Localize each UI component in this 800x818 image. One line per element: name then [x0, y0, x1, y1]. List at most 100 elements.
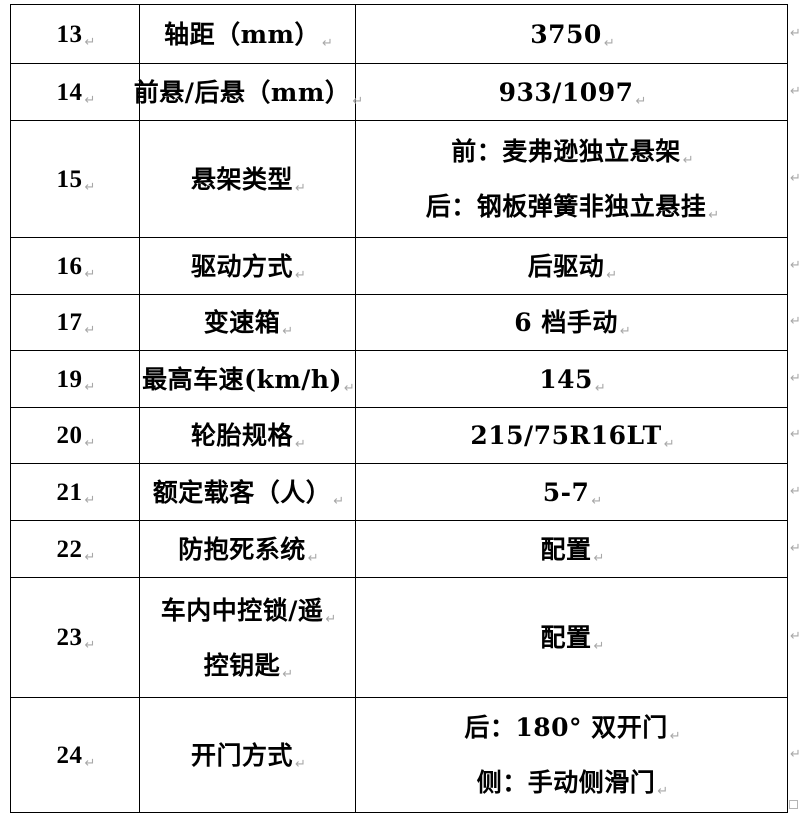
row-index-cell-text: 21: [56, 478, 83, 506]
row-index-cell-content: 17 ↵: [11, 310, 139, 337]
row-label-cell-line: 开门方式 ↵: [191, 743, 306, 771]
row-label-cell-line: 驱动方式 ↵: [191, 251, 306, 282]
row-value-cell-text: 933/1097: [498, 77, 634, 107]
row-label-cell-content: 最高车速(km/h) ↵: [140, 367, 355, 395]
row-index-cell-line: 20 ↵: [56, 422, 96, 450]
row-value-cell-line: 后：钢板弹簧非独立悬挂 ↵: [425, 192, 719, 222]
paragraph-mark-icon: ↵: [282, 324, 294, 339]
row-index-cell-content: 13 ↵: [11, 22, 139, 49]
table-row: 14 ↵ 前悬/后悬（mm） ↵ 933/1097 ↵: [10, 63, 788, 121]
row-label-cell-content: 前悬/后悬（mm） ↵: [134, 80, 363, 108]
row-label-cell: 前悬/后悬（mm） ↵: [134, 63, 363, 121]
row-label-cell-content: 轴距（mm） ↵: [140, 19, 355, 50]
row-label-cell: 额定载客（人） ↵: [139, 463, 356, 521]
paragraph-mark-icon: ↵: [84, 549, 96, 565]
row-index-cell-line: 21 ↵: [56, 478, 96, 508]
row-index-cell-line: 22 ↵: [57, 537, 96, 565]
row-index-cell: 23 ↵: [10, 577, 140, 698]
row-index-cell-text: 16: [56, 252, 83, 280]
row-value-cell: 6 档手动 ↵: [355, 294, 788, 351]
row-label-cell-text: 前悬/后悬（mm）: [133, 77, 351, 107]
table-resize-handle[interactable]: [789, 800, 798, 809]
row-value-cell: 后驱动 ↵: [355, 237, 788, 295]
row-label-cell: 悬架类型 ↵: [139, 120, 356, 238]
row-label-cell-text: 驱动方式: [191, 251, 294, 281]
margin-paragraph-mark-icon: ↵: [790, 25, 800, 41]
row-value-cell: 933/1097 ↵: [355, 63, 788, 121]
row-label-cell-line: 车内中控锁/遥 ↵: [160, 595, 337, 626]
row-value-cell-text: 后驱动: [527, 251, 605, 281]
row-index-cell: 19 ↵: [10, 350, 140, 408]
row-index-cell-content: 15 ↵: [11, 167, 139, 194]
paragraph-mark-icon: ↵: [606, 267, 618, 283]
row-value-cell: 145 ↵: [355, 350, 788, 408]
row-index-cell: 17 ↵: [10, 294, 140, 351]
row-value-cell: 配置 ↵: [355, 520, 788, 578]
vehicle-specification-table: 13 ↵ 轴距（mm） ↵ 3750 ↵ 14 ↵ 前悬/后悬（mm） ↵ 933/1097 ↵ 15 ↵…: [10, 4, 788, 813]
row-index-cell: 24 ↵: [10, 697, 140, 813]
row-value-cell: 3750 ↵: [355, 4, 788, 64]
margin-paragraph-mark-icon: ↵: [790, 427, 800, 442]
row-label-cell: 最高车速(km/h) ↵: [139, 350, 356, 408]
paragraph-mark-icon: ↵: [591, 493, 603, 509]
row-label-cell-text: 额定载客（人）: [152, 477, 332, 507]
row-label-cell-text: 轴距（mm）: [164, 19, 320, 49]
paragraph-mark-icon: ↵: [295, 437, 306, 452]
row-value-cell-line: 配置 ↵: [541, 537, 605, 565]
row-index-cell-line: 19 ↵: [57, 367, 96, 394]
row-index-cell-content: 16 ↵: [11, 252, 139, 281]
row-label-cell: 变速箱 ↵: [139, 294, 356, 351]
row-label-cell-content: 车内中控锁/遥 ↵ 控钥匙 ↵: [140, 595, 355, 681]
paragraph-mark-icon: ↵: [84, 755, 96, 771]
row-value-cell-content: 3750 ↵: [356, 22, 787, 50]
row-index-cell-line: 16 ↵: [56, 252, 96, 281]
row-value-cell-line: 933/1097 ↵: [498, 77, 647, 108]
row-value-cell-content: 后：180° 双开门 ↵ 侧：手动侧滑门 ↵: [356, 713, 787, 798]
paragraph-mark-icon: ↵: [343, 380, 355, 396]
paragraph-mark-icon: ↵: [594, 380, 606, 396]
row-label-cell-text: 车内中控锁/遥: [160, 595, 324, 625]
row-value-cell-line: 侧：手动侧滑门 ↵: [477, 770, 668, 798]
table-row: 22 ↵ 防抱死系统 ↵ 配置 ↵: [10, 520, 788, 578]
row-index-cell-content: 24 ↵: [11, 741, 139, 771]
row-index-cell-content: 22 ↵: [11, 537, 139, 565]
row-value-cell-text: 145: [539, 364, 593, 394]
row-index-cell-text: 20: [56, 422, 83, 449]
row-value-cell-content: 5-7 ↵: [356, 477, 787, 508]
paragraph-mark-icon: ↵: [295, 267, 306, 283]
paragraph-mark-icon: ↵: [307, 550, 319, 566]
row-value-cell: 前：麦弗逊独立悬架 ↵ 后：钢板弹簧非独立悬挂 ↵: [355, 120, 788, 238]
row-index-cell-line: 17 ↵: [57, 310, 96, 337]
margin-paragraph-mark-icon: ↵: [790, 629, 800, 644]
row-label-cell: 车内中控锁/遥 ↵ 控钥匙 ↵: [139, 577, 356, 698]
row-value-cell-content: 6 档手动 ↵: [356, 308, 787, 338]
row-value-cell-text: 6 档手动: [514, 308, 618, 337]
paragraph-mark-icon: ↵: [663, 437, 675, 452]
table-row: 20 ↵ 轮胎规格 ↵ 215/75R16LT ↵: [10, 407, 788, 464]
row-index-cell: 13 ↵: [10, 4, 140, 64]
row-label-cell-line: 前悬/后悬（mm） ↵: [133, 77, 363, 108]
paragraph-mark-icon: ↵: [84, 492, 96, 508]
row-value-cell: 配置 ↵: [355, 577, 788, 698]
margin-paragraph-mark-icon: ↵: [790, 540, 800, 556]
row-index-cell: 20 ↵: [10, 407, 140, 464]
row-index-cell-text: 24: [56, 741, 83, 769]
row-index-cell-content: 14 ↵: [11, 80, 139, 107]
margin-paragraph-mark-icon: ↵: [790, 746, 800, 762]
row-label-cell-text: 悬架类型: [191, 164, 294, 194]
row-label-cell: 开门方式 ↵: [139, 697, 356, 813]
paragraph-mark-icon: ↵: [282, 666, 294, 682]
row-value-cell-text: 后：钢板弹簧非独立悬挂: [425, 192, 707, 221]
margin-paragraph-marks: ↵ ↵ ↵ ↵ ↵ ↵ ↵ ↵ ↵ ↵ ↵: [790, 0, 800, 818]
row-label-cell-line: 最高车速(km/h) ↵: [142, 367, 355, 395]
row-value-cell-text: 后：180° 双开门: [464, 713, 668, 742]
row-value-cell-text: 配置: [540, 623, 592, 652]
paragraph-mark-icon: ↵: [325, 611, 337, 627]
row-value-cell-text: 5-7: [542, 477, 590, 507]
paragraph-mark-icon: ↵: [657, 784, 669, 799]
paragraph-mark-icon: ↵: [635, 93, 647, 109]
row-label-cell-content: 防抱死系统 ↵: [140, 537, 355, 565]
row-label-cell-content: 驱动方式 ↵: [140, 251, 355, 282]
row-index-cell-text: 23: [56, 624, 83, 651]
row-index-cell: 16 ↵: [10, 237, 140, 295]
